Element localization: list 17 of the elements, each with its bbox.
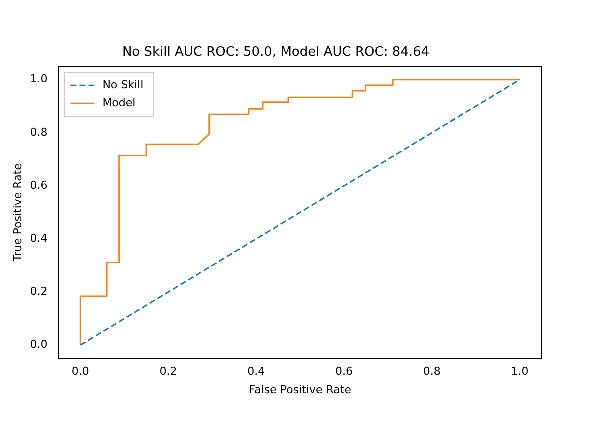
y-tick-label: 0.6 [30, 178, 48, 192]
y-tick-label: 0.2 [30, 285, 48, 298]
y-tick-label: 1.0 [30, 72, 48, 86]
y-tick-label: 0.4 [30, 232, 48, 246]
legend-label: No Skill [102, 78, 144, 92]
x-tick-label: 0.6 [336, 365, 354, 378]
x-axis-title: False Positive Rate [249, 383, 352, 396]
y-axis-title: True Positive Rate [11, 163, 24, 263]
chart-title: No Skill AUC ROC: 50.0, Model AUC ROC: 84.64 [122, 45, 430, 60]
y-tick-label: 0.0 [30, 338, 48, 352]
x-tick-label: 0.0 [72, 365, 90, 378]
x-tick-label: 0.8 [423, 365, 441, 378]
y-tick-label: 0.8 [30, 126, 48, 139]
x-tick-label: 0.2 [160, 365, 178, 378]
x-tick-label: 1.0 [511, 365, 529, 378]
legend-label: Model [102, 96, 136, 110]
x-tick-label: 0.4 [248, 365, 266, 378]
